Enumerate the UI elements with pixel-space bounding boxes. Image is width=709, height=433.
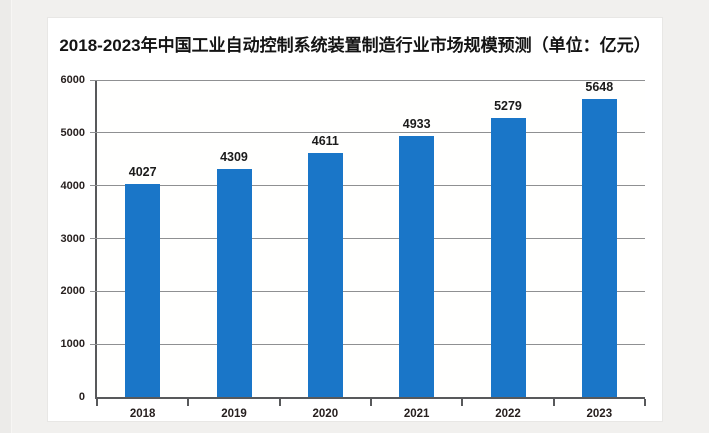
y-axis-tick-label: 1000 <box>60 338 85 351</box>
bar-value-label-2023: 5648 <box>585 79 614 94</box>
gridline-y-6000 <box>90 79 645 81</box>
chart-card: 2018-2023年中国工业自动控制系统装置制造行业市场规模预测（单位：亿元） … <box>48 18 662 421</box>
y-axis-tick-label: 0 <box>78 391 85 403</box>
gridline-y-1000 <box>90 343 645 345</box>
bar-2019 <box>216 169 252 397</box>
x-axis-tick <box>461 399 464 406</box>
x-axis-tick <box>96 399 98 406</box>
x-axis-label-2020: 2020 <box>312 408 339 420</box>
gridline-y-5000 <box>90 132 645 134</box>
bar-2018 <box>125 184 161 397</box>
x-axis-label-2021: 2021 <box>403 408 430 420</box>
bar-value-label-2022: 5279 <box>494 99 522 114</box>
plot-area: 0 1000 2000 3000 4000 5000 6000 4027 2018 4309 201… <box>61 74 646 420</box>
x-axis-label-2019: 2019 <box>221 408 247 420</box>
bar-2022 <box>490 118 526 397</box>
x-axis-tick <box>278 399 281 406</box>
y-axis-tick-label: 5000 <box>60 126 85 139</box>
gridline-y-3000 <box>90 238 645 239</box>
bar-value-label-2019: 4309 <box>220 150 248 165</box>
x-axis-label-2023: 2023 <box>586 408 613 420</box>
y-axis-tick-label: 3000 <box>60 232 85 245</box>
bar-value-label-2018: 4027 <box>128 165 157 180</box>
x-axis-label-2022: 2022 <box>495 408 521 420</box>
x-axis-tick <box>644 399 646 406</box>
y-axis-tick-label: 6000 <box>60 74 85 86</box>
bar-value-label-2020: 4611 <box>311 134 339 149</box>
x-axis-label-2018: 2018 <box>129 408 156 420</box>
x-axis-tick <box>552 399 555 406</box>
chart-title: 2018-2023年中国工业自动控制系统装置制造行业市场规模预测（单位：亿元） <box>59 36 651 55</box>
bar-value-label-2021: 4933 <box>402 117 431 132</box>
gridline-y-2000 <box>90 290 645 292</box>
y-axis-tick-label: 4000 <box>60 179 85 192</box>
gridline-y-4000 <box>90 185 645 187</box>
y-axis-tick-label: 2000 <box>60 285 85 298</box>
bar-2021 <box>399 136 435 397</box>
x-axis-tick <box>187 399 190 406</box>
x-axis-tick <box>370 399 372 406</box>
bar-2020 <box>307 153 343 397</box>
bar-2023 <box>581 98 617 397</box>
